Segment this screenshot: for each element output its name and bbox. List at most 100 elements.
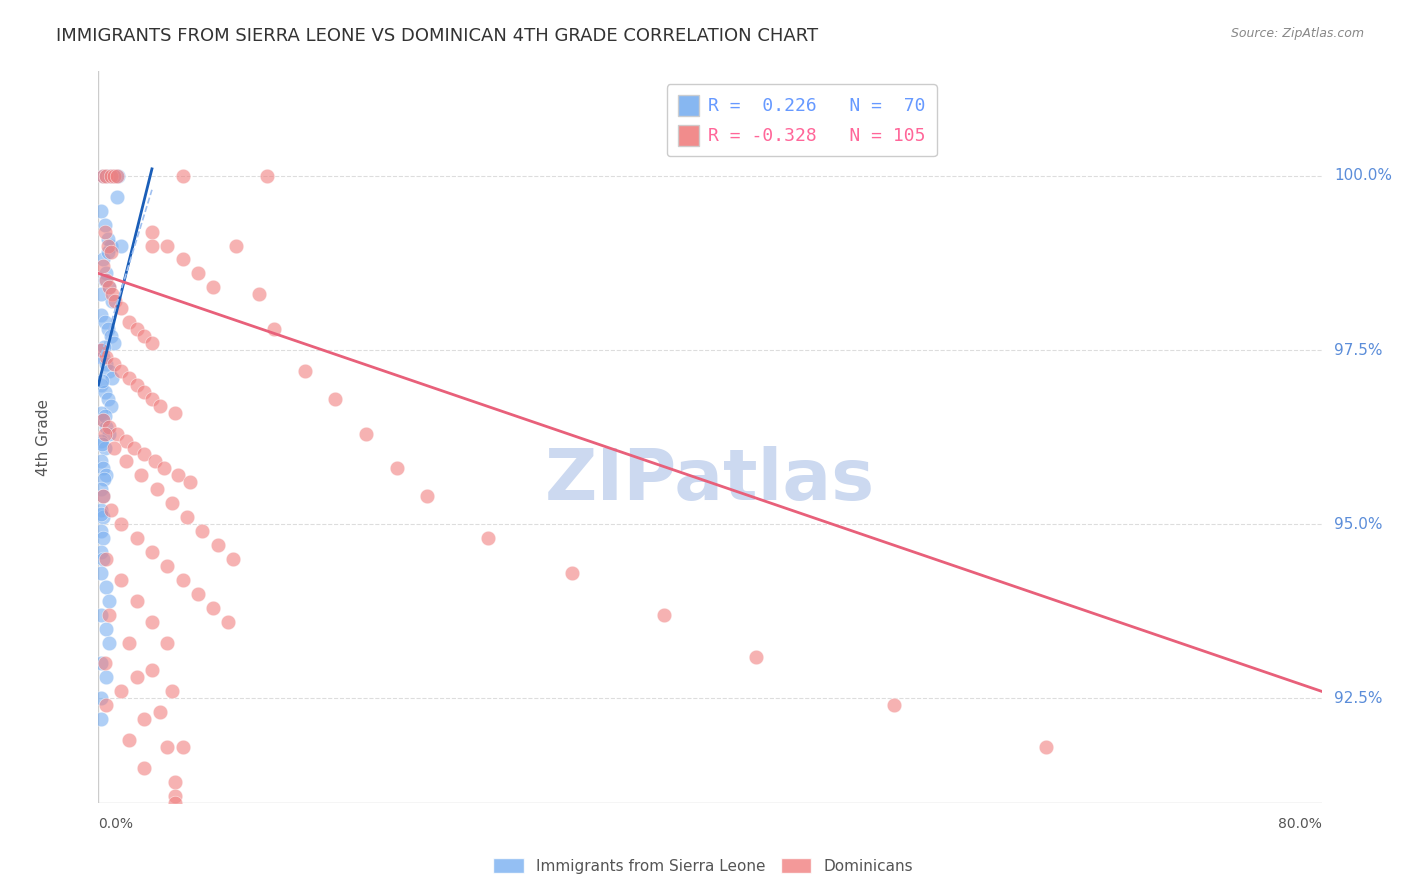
Point (90, 545, 112, 559)
Point (90, 483, 112, 497)
Point (93, 315, 115, 329)
Point (222, 552, 245, 566)
Point (91, 412, 114, 426)
Point (90, 377, 112, 392)
Point (1035, 740, 1057, 755)
Point (94, 266, 117, 280)
Point (561, 566, 583, 580)
Point (93, 218, 115, 232)
Point (207, 538, 229, 552)
Point (134, 761, 156, 775)
Point (118, 315, 141, 329)
Point (91, 531, 114, 545)
Point (179, 475, 201, 490)
Point (263, 322, 285, 336)
Point (167, 468, 190, 483)
Point (94, 419, 117, 434)
Legend: Immigrants from Sierra Leone, Dominicans: Immigrants from Sierra Leone, Dominicans (486, 852, 920, 880)
Point (98, 419, 121, 434)
Point (97, 245, 120, 260)
Point (103, 357, 125, 371)
Point (94, 350, 117, 364)
Point (160, 684, 183, 698)
Point (745, 649, 768, 664)
Point (98, 280, 121, 294)
Point (90, 524, 112, 538)
Point (90, 503, 112, 517)
Point (98, 607, 121, 622)
Point (91, 552, 114, 566)
Point (97, 231, 120, 245)
Point (90, 657, 112, 671)
Point (93, 441, 115, 455)
Point (129, 468, 152, 483)
Point (93, 273, 115, 287)
Point (160, 496, 183, 510)
Point (187, 266, 209, 280)
Point (94, 169, 117, 183)
Point (91, 412, 114, 426)
Text: ZIPatlas: ZIPatlas (546, 447, 875, 516)
Point (94, 169, 117, 183)
Point (163, 796, 186, 810)
Point (125, 322, 148, 336)
Point (90, 343, 112, 357)
Point (163, 789, 186, 803)
Point (256, 169, 278, 183)
Point (110, 517, 132, 532)
Point (294, 364, 316, 378)
Point (105, 426, 128, 441)
Point (94, 622, 117, 636)
Point (172, 740, 194, 755)
Point (141, 664, 163, 678)
Point (110, 573, 132, 587)
Point (141, 225, 163, 239)
Point (90, 507, 112, 521)
Point (90, 203, 112, 218)
Point (118, 733, 141, 747)
Point (107, 169, 129, 183)
Point (156, 635, 179, 649)
Point (98, 594, 121, 608)
Point (93, 472, 115, 486)
Point (91, 375, 114, 389)
Point (90, 406, 112, 420)
Point (141, 545, 163, 559)
Point (97, 322, 120, 336)
Point (416, 489, 439, 503)
Point (104, 294, 127, 309)
Point (125, 531, 148, 545)
Point (110, 364, 132, 378)
Legend: R =  0.226   N =  70, R = -0.328   N = 105: R = 0.226 N = 70, R = -0.328 N = 105 (666, 84, 936, 156)
Point (149, 399, 172, 413)
Point (94, 468, 117, 483)
Text: 0.0%: 0.0% (98, 817, 134, 831)
Point (91, 169, 114, 183)
Point (153, 461, 176, 475)
Point (652, 607, 675, 622)
Point (172, 252, 194, 267)
Point (247, 287, 270, 301)
Text: 4th Grade: 4th Grade (37, 399, 51, 475)
Point (172, 169, 194, 183)
Point (90, 454, 112, 468)
Text: 97.5%: 97.5% (1334, 343, 1382, 358)
Point (100, 169, 122, 183)
Point (385, 461, 408, 475)
Point (91, 252, 114, 267)
Point (187, 587, 209, 601)
Point (105, 169, 128, 183)
Point (91, 350, 114, 364)
Text: IMMIGRANTS FROM SIERRA LEONE VS DOMINICAN 4TH GRADE CORRELATION CHART: IMMIGRANTS FROM SIERRA LEONE VS DOMINICA… (56, 27, 818, 45)
Point (90, 434, 112, 448)
Point (98, 364, 121, 378)
Point (225, 238, 247, 252)
Point (90, 566, 112, 580)
Point (141, 615, 163, 629)
Point (141, 238, 163, 252)
Point (125, 594, 148, 608)
Point (93, 339, 115, 353)
Point (141, 336, 163, 351)
Point (115, 434, 138, 448)
Point (91, 510, 114, 524)
